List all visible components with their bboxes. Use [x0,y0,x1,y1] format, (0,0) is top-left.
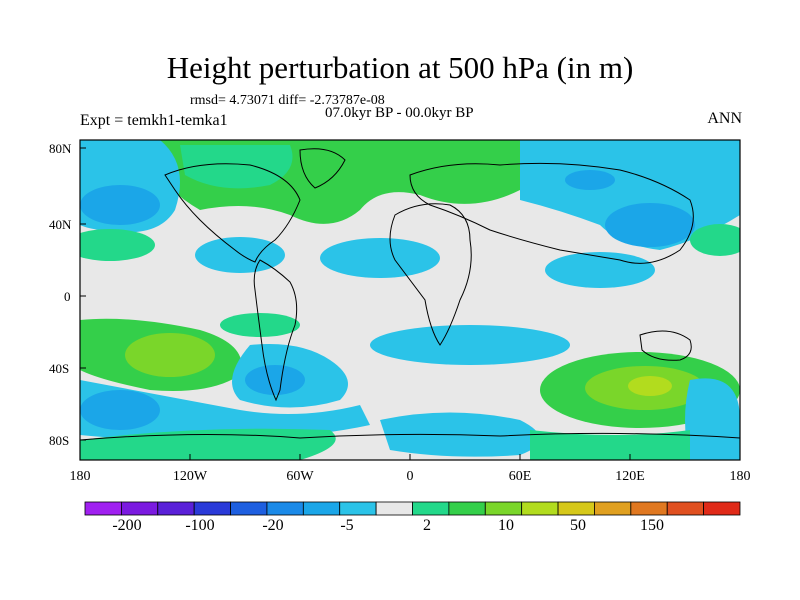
lat-label-80s: 80S [49,433,70,448]
colorbar-label: 50 [570,517,586,534]
lon-label-180w: 180 [69,469,91,484]
rmsd-subtitle: rmsd= 4.73071 diff= -2.73787e-08 [190,93,385,108]
lon-label-60w: 60W [286,469,314,484]
colorbar-box [302,501,341,516]
period-label: 07.0kyr BP - 00.0kyr BP [325,105,474,121]
colorbar-box [594,501,632,516]
lon-label-60e: 60E [508,469,532,484]
axis-ticks [79,147,741,460]
colorbar-box [630,501,668,516]
season-label: ANN [707,110,742,127]
colorbar-box [120,501,159,516]
contour-field [80,140,740,460]
lat-label-40s: 40S [49,361,70,376]
colorbar-label: 2 [423,517,431,534]
lat-label-80n: 80N [49,141,72,156]
lon-label-120e: 120E [615,469,645,484]
colorbar-label: -100 [185,517,215,534]
colorbar-box [521,501,559,516]
colorbar-box [448,501,486,516]
colorbar-label: -20 [262,517,284,534]
colorbar-label: -200 [112,517,142,534]
colorbar [84,501,741,516]
colorbar-box [230,501,268,516]
colorbar-box [375,501,413,516]
colorbar-box [339,501,377,516]
colorbar-box [84,501,122,516]
lon-label-180e: 180 [729,469,751,484]
colorbar-label: 10 [498,517,514,534]
experiment-label: Expt = temkh1-temka1 [80,112,228,129]
colorbar-box [266,501,304,516]
lat-label-40n: 40N [49,217,72,232]
lat-label-eq: 0 [64,289,71,304]
map-title: Height perturbation at 500 hPa (in m) [166,50,634,85]
coastlines [80,148,740,441]
colorbar-label: -5 [340,517,354,534]
colorbar-box [193,501,231,516]
colorbar-box [703,501,741,516]
colorbar-label: 150 [640,517,664,534]
colorbar-box [412,501,450,516]
lon-label-0: 0 [406,469,414,484]
lon-label-120w: 120W [172,469,208,484]
colorbar-box [157,501,195,516]
colorbar-box [484,501,523,516]
colorbar-box [557,501,595,516]
colorbar-box [666,501,705,516]
